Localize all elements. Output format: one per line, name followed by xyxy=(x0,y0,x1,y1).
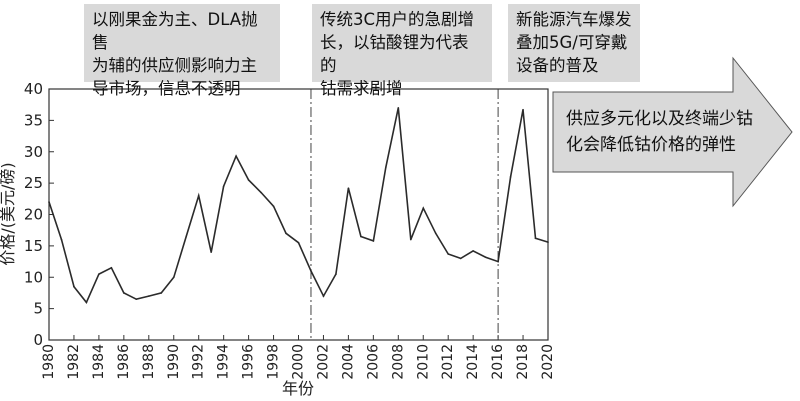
y-axis-label: 价格/(美元/磅) xyxy=(0,162,17,265)
x-tick-label: 1994 xyxy=(216,344,232,380)
x-tick-label: 1990 xyxy=(166,344,182,380)
data-point xyxy=(310,270,312,272)
data-point xyxy=(534,237,537,240)
plot-frame xyxy=(48,88,549,341)
data-point xyxy=(484,256,487,258)
x-tick-label: 1992 xyxy=(191,344,207,380)
y-tick-label: 20 xyxy=(24,206,43,224)
data-point xyxy=(247,179,250,181)
y-tick-label: 0 xyxy=(33,331,43,349)
data-point xyxy=(447,253,450,255)
y-tick-label: 40 xyxy=(24,80,43,98)
x-tick-label: 2004 xyxy=(340,344,356,380)
phase3-note: 新能源汽车爆发 叠加5G/可穿戴 设备的普及 xyxy=(508,4,640,82)
outlook-arrow xyxy=(552,56,793,208)
x-tick-label: 1984 xyxy=(91,344,107,380)
data-point xyxy=(210,251,212,253)
data-point xyxy=(509,176,512,178)
data-point xyxy=(197,194,200,197)
x-tick-label: 1988 xyxy=(141,344,157,380)
data-point xyxy=(272,205,275,208)
y-tick-label: 10 xyxy=(24,268,43,286)
x-tick-label: 2014 xyxy=(465,344,481,380)
x-tick-label: 2010 xyxy=(415,344,431,380)
y-tick-label: 5 xyxy=(33,300,43,318)
data-point xyxy=(385,166,387,169)
phase2-note: 传统3C用户的急剧增 长，以钴酸锂为代表的 钴需求剧增 xyxy=(312,4,492,98)
data-point xyxy=(135,298,138,301)
x-tick-label: 2000 xyxy=(291,344,307,380)
data-point xyxy=(422,207,425,210)
data-point xyxy=(360,235,362,238)
y-tick-label: 30 xyxy=(24,143,43,161)
data-point xyxy=(322,295,325,297)
data-point xyxy=(148,295,150,297)
x-tick-label: 1980 xyxy=(41,344,57,380)
data-point xyxy=(85,301,88,304)
data-point xyxy=(347,187,350,189)
x-tick-label: 1982 xyxy=(66,344,82,380)
data-point xyxy=(335,273,337,275)
data-point xyxy=(372,240,375,242)
data-point xyxy=(48,201,50,203)
x-tick-label: 2016 xyxy=(490,344,506,380)
data-point xyxy=(297,241,300,244)
data-point xyxy=(459,257,462,260)
data-point xyxy=(123,292,125,294)
data-point xyxy=(260,191,262,194)
data-point xyxy=(522,108,524,111)
data-point xyxy=(285,232,287,235)
x-tick-label: 2012 xyxy=(440,344,456,380)
y-tick-label: 15 xyxy=(24,237,43,255)
data-point xyxy=(434,232,437,235)
x-tick-label: 1998 xyxy=(266,344,282,380)
data-point xyxy=(472,250,474,252)
x-tick-label: 2008 xyxy=(390,344,406,380)
data-point xyxy=(235,155,237,157)
phase1-note: 以刚果金为主、DLA抛售 为辅的供应侧影响力主 导市场，信息不透明 xyxy=(84,4,280,98)
data-point xyxy=(160,292,163,294)
x-tick-label: 2006 xyxy=(365,344,381,380)
data-point xyxy=(185,235,188,238)
data-point xyxy=(98,273,100,275)
data-point xyxy=(222,185,225,188)
data-point xyxy=(409,238,412,241)
x-tick-label: 1996 xyxy=(241,344,257,380)
y-tick-label: 35 xyxy=(24,111,43,129)
data-point xyxy=(110,267,113,269)
data-point xyxy=(547,241,549,243)
data-point xyxy=(497,260,499,263)
data-point xyxy=(60,238,63,241)
x-tick-label: 1986 xyxy=(116,344,132,380)
y-tick-label: 25 xyxy=(24,174,43,192)
data-point xyxy=(172,276,175,279)
x-tick-label: 2002 xyxy=(315,344,331,380)
outlook-arrow-text: 供应多元化以及终端少钴 化会降低钴价格的弹性 xyxy=(566,109,753,155)
x-tick-label: 2020 xyxy=(540,344,556,380)
price-line xyxy=(48,107,549,304)
data-point xyxy=(397,107,400,109)
x-axis-label: 年份 xyxy=(282,379,314,398)
data-point xyxy=(73,285,75,288)
x-tick-label: 2018 xyxy=(515,344,531,380)
